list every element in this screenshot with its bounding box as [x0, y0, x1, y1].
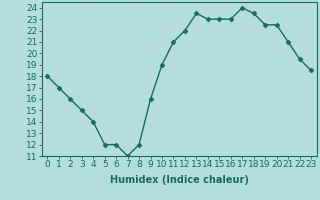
X-axis label: Humidex (Indice chaleur): Humidex (Indice chaleur) [110, 175, 249, 185]
